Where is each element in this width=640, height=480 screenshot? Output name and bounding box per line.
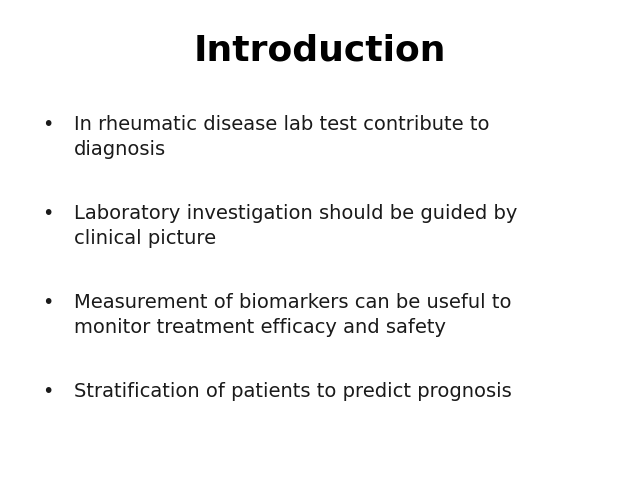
Text: •: • [42,293,54,312]
Text: Introduction: Introduction [194,34,446,68]
Text: •: • [42,115,54,134]
Text: In rheumatic disease lab test contribute to
diagnosis: In rheumatic disease lab test contribute… [74,115,489,159]
Text: Laboratory investigation should be guided by
clinical picture: Laboratory investigation should be guide… [74,204,517,248]
Text: Stratification of patients to predict prognosis: Stratification of patients to predict pr… [74,382,511,401]
Text: Measurement of biomarkers can be useful to
monitor treatment efficacy and safety: Measurement of biomarkers can be useful … [74,293,511,337]
Text: •: • [42,382,54,401]
Text: •: • [42,204,54,223]
